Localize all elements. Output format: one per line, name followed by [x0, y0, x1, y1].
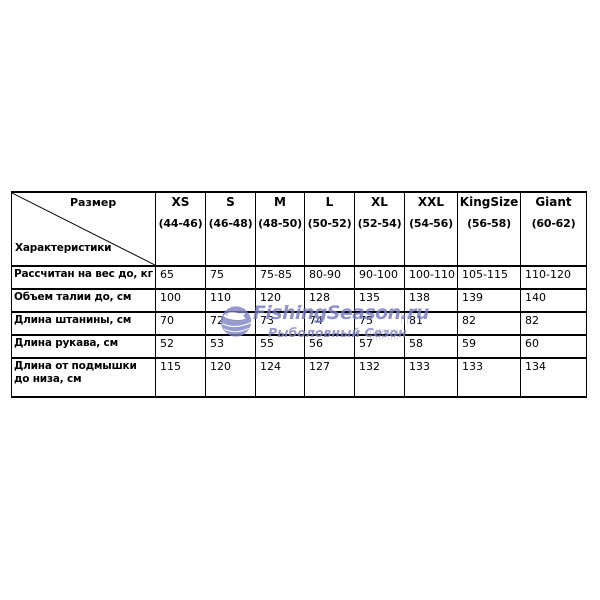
- row-label: Длина от подмышки до низа, см: [11, 357, 156, 398]
- size-range: (44-46): [158, 217, 203, 230]
- cell-value: 110: [205, 288, 256, 313]
- cell-value: 135: [354, 288, 405, 313]
- cell-value: 105-115: [457, 265, 521, 290]
- corner-label-size: Размер: [70, 196, 117, 209]
- table-row-weight: Рассчитан на вес до, кг 65 75 75-85 80-9…: [11, 265, 587, 290]
- row-label: Длина штанины, см: [11, 311, 156, 336]
- cell-value: 132: [354, 357, 405, 398]
- size-name: S: [226, 195, 235, 209]
- diagonal-divider-line: [12, 193, 155, 265]
- cell-value: 134: [520, 357, 587, 398]
- size-name: XXL: [417, 195, 445, 209]
- column-header-l: L (50-52): [304, 191, 355, 267]
- cell-value: 128: [304, 288, 355, 313]
- size-range: (46-48): [208, 217, 253, 230]
- row-label: Длина рукава, см: [11, 334, 156, 359]
- cell-value: 53: [205, 334, 256, 359]
- column-header-xl: XL (52-54): [354, 191, 405, 267]
- cell-value: 82: [457, 311, 521, 336]
- cell-value: 75: [205, 265, 256, 290]
- cell-value: 73: [255, 311, 305, 336]
- size-range: (54-56): [409, 217, 453, 230]
- corner-header-cell: Размер Характеристики: [11, 191, 156, 267]
- column-header-kingsize: KingSize (56-58): [457, 191, 521, 267]
- size-range: (50-52): [307, 217, 352, 230]
- cell-value: 133: [404, 357, 458, 398]
- size-range: (52-54): [357, 217, 402, 230]
- column-header-m: M (48-50): [255, 191, 305, 267]
- cell-value: 90-100: [354, 265, 405, 290]
- size-name: XL: [371, 195, 388, 209]
- cell-value: 60: [520, 334, 587, 359]
- cell-value: 74: [304, 311, 355, 336]
- size-range: (60-62): [531, 217, 576, 230]
- table-row-sleeve: Длина рукава, см 52 53 55 56 57 58 59 60: [11, 334, 587, 359]
- cell-value: 127: [304, 357, 355, 398]
- table-row-armpit-length: Длина от подмышки до низа, см 115 120 12…: [11, 357, 587, 398]
- cell-value: 55: [255, 334, 305, 359]
- cell-value: 138: [404, 288, 458, 313]
- size-name: M: [274, 195, 286, 209]
- cell-value: 81: [404, 311, 458, 336]
- cell-value: 75-85: [255, 265, 305, 290]
- cell-value: 52: [155, 334, 206, 359]
- cell-value: 133: [457, 357, 521, 398]
- cell-value: 115: [155, 357, 206, 398]
- size-name: Giant: [535, 195, 572, 209]
- row-label: Объем талии до, см: [11, 288, 156, 313]
- cell-value: 65: [155, 265, 206, 290]
- cell-value: 110-120: [520, 265, 587, 290]
- cell-value: 82: [520, 311, 587, 336]
- cell-value: 140: [520, 288, 587, 313]
- cell-value: 100: [155, 288, 206, 313]
- cell-value: 59: [457, 334, 521, 359]
- table-row-waist: Объем талии до, см 100 110 120 128 135 1…: [11, 288, 587, 313]
- size-range: (48-50): [258, 217, 302, 230]
- cell-value: 58: [404, 334, 458, 359]
- size-chart-table: Размер Характеристики XS (44-46) S (46-4…: [11, 191, 587, 398]
- column-header-s: S (46-48): [205, 191, 256, 267]
- row-label: Рассчитан на вес до, кг: [11, 265, 156, 290]
- column-header-xs: XS (44-46): [155, 191, 206, 267]
- table-header-row: Размер Характеристики XS (44-46) S (46-4…: [11, 191, 587, 267]
- size-name: KingSize: [459, 195, 519, 209]
- cell-value: 120: [255, 288, 305, 313]
- cell-value: 80-90: [304, 265, 355, 290]
- column-header-xxl: XXL (54-56): [404, 191, 458, 267]
- cell-value: 56: [304, 334, 355, 359]
- size-chart-wrapper: Размер Характеристики XS (44-46) S (46-4…: [11, 191, 587, 398]
- size-name: L: [325, 195, 334, 209]
- table-row-pant-leg: Длина штанины, см 70 72 73 74 75 81 82 8…: [11, 311, 587, 336]
- size-name: XS: [171, 195, 190, 209]
- corner-label-characteristics: Характеристики: [15, 242, 112, 254]
- column-header-giant: Giant (60-62): [520, 191, 587, 267]
- cell-value: 75: [354, 311, 405, 336]
- cell-value: 100-110: [404, 265, 458, 290]
- cell-value: 139: [457, 288, 521, 313]
- cell-value: 72: [205, 311, 256, 336]
- cell-value: 124: [255, 357, 305, 398]
- cell-value: 70: [155, 311, 206, 336]
- size-range: (56-58): [467, 217, 511, 230]
- cell-value: 57: [354, 334, 405, 359]
- cell-value: 120: [205, 357, 256, 398]
